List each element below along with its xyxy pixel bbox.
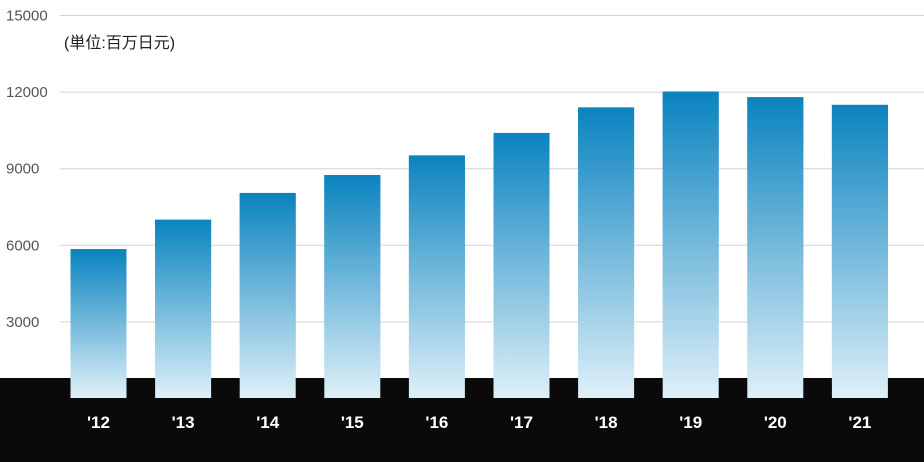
- bars-over-band: [70, 91, 888, 399]
- x-category-label: '20: [764, 413, 787, 432]
- bar-foreground: [155, 219, 212, 398]
- bar-foreground: [324, 175, 381, 398]
- bar-foreground: [831, 104, 888, 398]
- x-category-label: '12: [87, 413, 110, 432]
- bar-foreground: [239, 192, 296, 398]
- x-category-label: '14: [256, 413, 279, 432]
- y-tick-label: 3000: [6, 314, 39, 331]
- x-category-label: '15: [341, 413, 364, 432]
- bar-foreground: [408, 155, 465, 398]
- x-category-label: '19: [679, 413, 702, 432]
- x-category-label: '21: [848, 413, 871, 432]
- bar-foreground: [70, 249, 127, 398]
- bar-foreground: [578, 107, 635, 399]
- y-tick-label: 12000: [6, 84, 48, 101]
- x-category-label: '18: [595, 413, 618, 432]
- x-axis-category-labels: '12 '13 '14 '15 '16 '17 '18 '19 '20 '21: [87, 413, 871, 432]
- y-tick-label: 9000: [6, 161, 39, 178]
- x-category-label: '17: [510, 413, 533, 432]
- bar-foreground: [662, 91, 719, 399]
- bar-foreground: [747, 97, 804, 398]
- y-tick-label: 6000: [6, 237, 39, 254]
- unit-label: (単位:百万日元): [64, 34, 175, 52]
- bar-foreground: [493, 132, 550, 398]
- x-category-label: '16: [425, 413, 448, 432]
- x-category-label: '13: [172, 413, 195, 432]
- y-tick-label: 15000: [6, 8, 48, 25]
- y-axis-tick-labels: 3000 6000 9000 12000 15000: [6, 8, 48, 331]
